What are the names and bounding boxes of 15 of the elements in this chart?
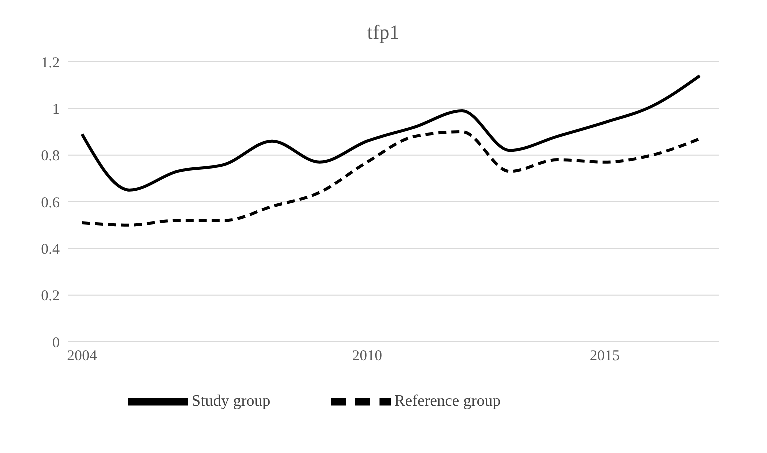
y-tick-label: 0.4 (41, 242, 60, 258)
legend-label: Study group (192, 392, 271, 410)
y-tick-label: 0 (52, 335, 60, 352)
y-tick-label: 0.2 (41, 288, 60, 305)
y-tick-label: 0.6 (41, 195, 60, 212)
x-tick-label: 2015 (590, 348, 620, 365)
legend-label: Reference group (394, 392, 501, 410)
chart-title: tfp1 (366, 21, 401, 46)
y-tick-label: 0.8 (41, 148, 60, 165)
x-tick-label: 2010 (352, 348, 382, 365)
y-tick-label: 1.2 (41, 55, 60, 72)
line-series (80, 130, 702, 227)
y-tick-label: 1 (52, 102, 60, 118)
x-tick-label: 2004 (67, 348, 98, 365)
line-series (80, 74, 702, 192)
